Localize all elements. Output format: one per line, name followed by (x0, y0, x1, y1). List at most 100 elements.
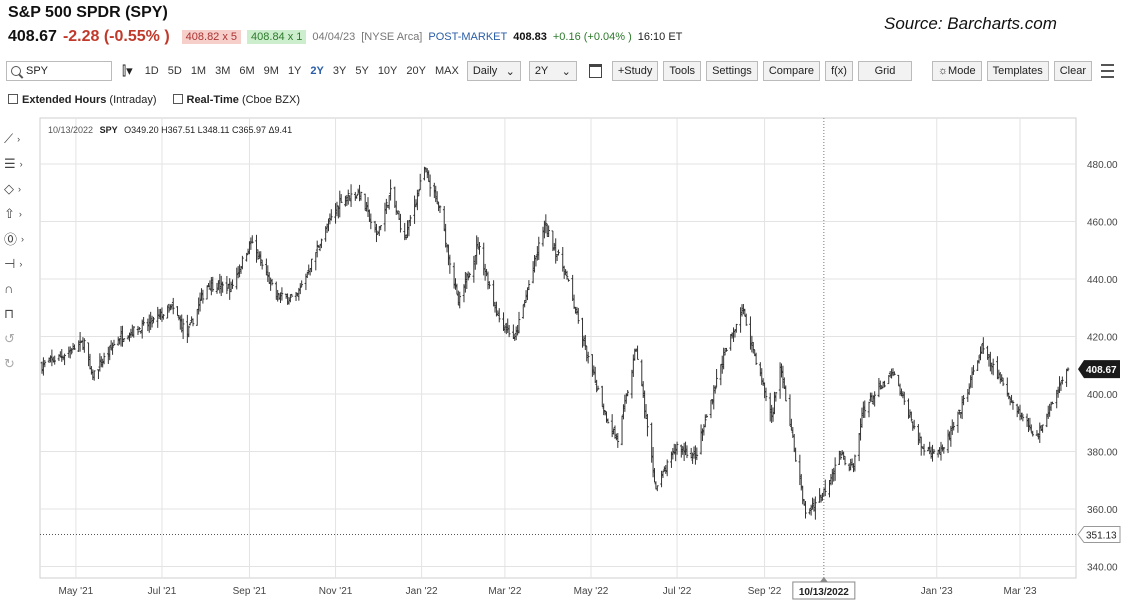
ohlc-bar (640, 359, 644, 387)
ohlc-bar (228, 278, 232, 300)
period-2y[interactable]: 2Y (310, 65, 324, 77)
shape-tool-icon[interactable]: ◇ › (4, 180, 21, 196)
ohlc-bar (78, 331, 82, 352)
lock-icon[interactable]: ⊓ (4, 305, 15, 321)
ohlc-bar (761, 378, 765, 387)
grid-button[interactable]: Grid (857, 61, 912, 81)
ohlc-bar (537, 236, 541, 260)
ohlc-bar (822, 488, 826, 497)
ohlc-bar (269, 277, 272, 291)
calendar-icon[interactable] (588, 64, 602, 78)
chevron-down-icon: ⌄ (505, 65, 515, 78)
period-3y[interactable]: 3Y (332, 65, 347, 77)
templates-button[interactable]: Templates (986, 61, 1049, 81)
ohlc-bar (958, 409, 961, 415)
ohlc-bar (735, 323, 738, 333)
interval-dropdown[interactable]: Daily ⌄ (466, 61, 521, 81)
period-5d[interactable]: 5D (167, 65, 182, 77)
ohlc-bar (195, 308, 199, 326)
period-9m[interactable]: 9M (263, 65, 279, 77)
ohlc-bar (675, 441, 679, 455)
ohlc-bar (448, 254, 452, 274)
period-5y[interactable]: 5Y (355, 65, 369, 77)
ohlc-bar (152, 316, 155, 323)
mode-button[interactable]: ☼ Mode (931, 61, 982, 81)
fib-tool-icon[interactable]: ☰ › (4, 155, 23, 171)
date-label-pointer (819, 577, 828, 582)
arrow-tool-icon[interactable]: ⇧ › (4, 205, 22, 221)
extended-hours-checkbox[interactable]: Extended Hours (Intraday) (8, 94, 157, 106)
ohlc-bar (768, 392, 772, 422)
ohlc-bar (315, 240, 319, 258)
ohlc-bar (310, 258, 313, 273)
compare-button[interactable]: Compare (762, 61, 821, 81)
period-6m[interactable]: 6M (239, 65, 255, 77)
checkbox-icon[interactable] (8, 94, 18, 104)
real-time-note: (Cboe BZX) (241, 94, 301, 106)
period-10y[interactable]: 10Y (377, 65, 398, 77)
undo-icon[interactable]: ↺ (4, 330, 15, 346)
ohlc-bar (561, 246, 565, 272)
ohlc-bar (801, 485, 804, 505)
quote-bar: 408.67 -2.28 (-0.55% ) 408.82 x 5 408.84… (8, 28, 682, 46)
add-study-button[interactable]: +Study (611, 61, 659, 81)
ohlc-bar (751, 341, 755, 354)
x-tick-label: Mar '23 (1003, 586, 1036, 597)
redo-icon[interactable]: ↻ (4, 355, 15, 371)
magnet-icon[interactable]: ∩ (4, 281, 14, 296)
ohlc-bar (476, 237, 480, 250)
settings-button[interactable]: Settings (706, 61, 758, 81)
ohlc-bar (132, 326, 136, 338)
ohlc-bar (1049, 401, 1053, 411)
ohlc-bar (109, 340, 113, 351)
ohlc-bar (169, 304, 172, 311)
ohlc-bar (754, 352, 758, 366)
ohlc-bar (198, 292, 202, 312)
ohlc-bar (308, 268, 312, 276)
ohlc-bar (255, 234, 258, 263)
ohlc-bar (215, 282, 219, 294)
ohlc-bar (1035, 430, 1039, 436)
range-dropdown[interactable]: 2Y ⌄ (528, 61, 577, 81)
ohlc-bar (544, 214, 548, 234)
line-tool-icon[interactable]: ⟋ › (4, 130, 21, 146)
ohlc-bar (427, 170, 430, 182)
function-button[interactable]: f(x) (825, 61, 853, 81)
ohlc-bar (211, 276, 215, 292)
menu-icon[interactable] (1101, 64, 1115, 78)
period-1d[interactable]: 1D (144, 65, 159, 77)
period-1y[interactable]: 1Y (287, 65, 302, 77)
ohlc-bar (488, 281, 491, 289)
ohlc-bar (236, 266, 240, 279)
ohlc-bar (97, 369, 100, 380)
measure-tool-icon[interactable]: ⊣ › (4, 255, 23, 271)
date-label-text: 10/13/2022 (799, 587, 849, 598)
ohlc-bar (170, 303, 174, 310)
period-selector: 1D 5D 1M 3M 6M 9M 1Y 2Y 3Y 5Y 10Y 20Y MAX (145, 65, 459, 77)
symbol-search-input[interactable]: SPY (6, 61, 112, 81)
ohlc-bar (250, 235, 254, 244)
ohlc-bar (641, 381, 645, 398)
period-max[interactable]: MAX (434, 65, 459, 77)
last-price: 408.67 (8, 28, 57, 45)
period-20y[interactable]: 20Y (406, 65, 426, 77)
ohlc-bar (179, 315, 182, 330)
checkbox-icon[interactable] (172, 94, 183, 104)
real-time-checkbox[interactable]: Real-Time (Cboe BZX) (172, 94, 301, 106)
chart-type-icon[interactable]: ⫿▾ (122, 63, 133, 78)
annotation-tool-icon[interactable]: ⓪ › (4, 232, 25, 247)
tools-button[interactable]: Tools (663, 61, 702, 81)
clear-button[interactable]: Clear (1053, 61, 1093, 81)
ohlc-bar (531, 261, 535, 284)
period-1m[interactable]: 1M (190, 65, 207, 77)
ohlc-bar (102, 352, 106, 365)
ohlc-bar (475, 235, 478, 265)
x-tick-label: Sep '22 (748, 586, 782, 597)
ohlc-bar (615, 433, 618, 441)
ohlc-bar (802, 498, 806, 506)
ohlc-bar (764, 387, 768, 402)
ohlc-bar (646, 413, 649, 437)
ohlc-bar (883, 380, 886, 388)
period-3m[interactable]: 3M (215, 65, 231, 77)
